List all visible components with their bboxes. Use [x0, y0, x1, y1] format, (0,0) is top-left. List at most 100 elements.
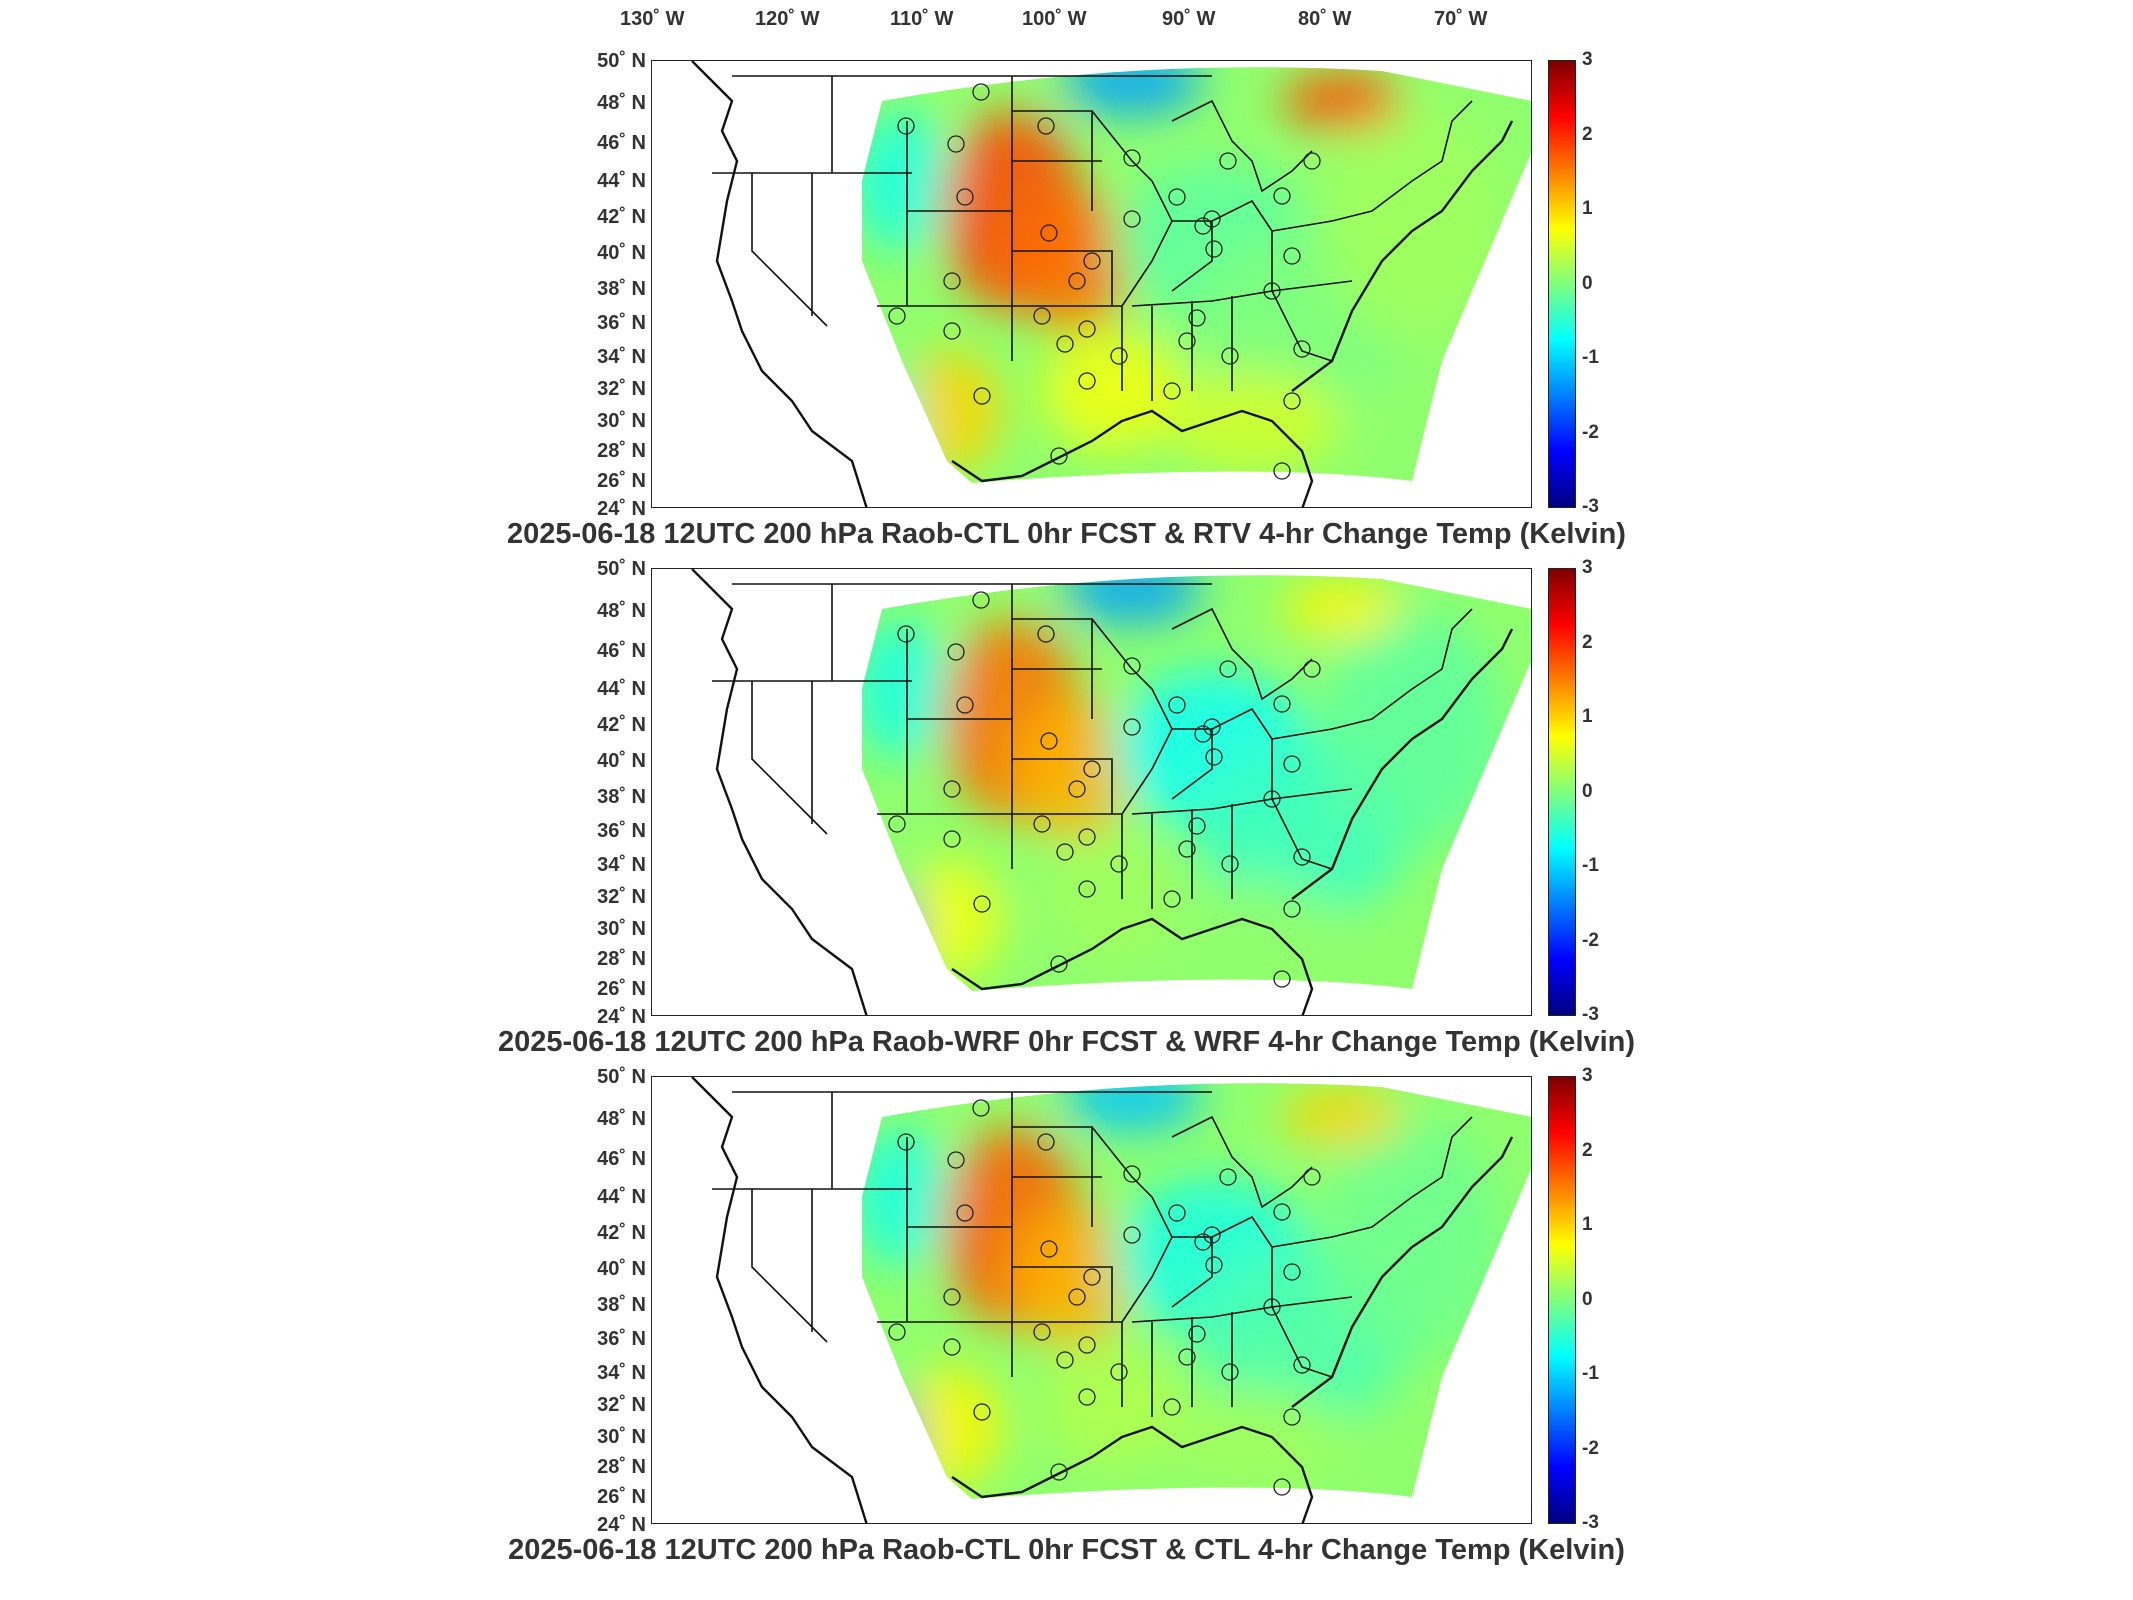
- raob-station-marker[interactable]: [943, 1288, 961, 1306]
- raob-station-marker[interactable]: [1283, 755, 1301, 773]
- raob-station-marker[interactable]: [1205, 240, 1223, 258]
- raob-station-marker[interactable]: [973, 387, 991, 405]
- raob-station-marker[interactable]: [1050, 955, 1068, 973]
- raob-station-marker[interactable]: [888, 815, 906, 833]
- raob-station-marker[interactable]: [1033, 815, 1051, 833]
- raob-station-marker[interactable]: [888, 307, 906, 325]
- raob-station-marker[interactable]: [972, 83, 990, 101]
- raob-station-marker[interactable]: [1037, 1133, 1055, 1151]
- raob-station-marker[interactable]: [1293, 848, 1311, 866]
- raob-station-marker[interactable]: [1123, 1226, 1141, 1244]
- raob-station-marker[interactable]: [1273, 1203, 1291, 1221]
- raob-station-marker[interactable]: [1050, 447, 1068, 465]
- raob-station-marker[interactable]: [1168, 696, 1186, 714]
- raob-station-marker[interactable]: [947, 643, 965, 661]
- raob-station-marker[interactable]: [1163, 890, 1181, 908]
- map-frame[interactable]: [651, 1076, 1532, 1524]
- raob-station-marker[interactable]: [1037, 117, 1055, 135]
- raob-station-marker[interactable]: [1033, 307, 1051, 325]
- raob-station-marker[interactable]: [1221, 1363, 1239, 1381]
- raob-station-marker[interactable]: [1273, 462, 1291, 480]
- raob-station-marker[interactable]: [1273, 1478, 1291, 1496]
- raob-station-marker[interactable]: [1178, 332, 1196, 350]
- raob-station-marker[interactable]: [1040, 732, 1058, 750]
- raob-station-marker[interactable]: [1203, 1226, 1221, 1244]
- raob-station-marker[interactable]: [956, 188, 974, 206]
- raob-station-marker[interactable]: [1056, 1351, 1074, 1369]
- raob-station-marker[interactable]: [1263, 1298, 1281, 1316]
- raob-station-marker[interactable]: [1083, 252, 1101, 270]
- raob-station-marker[interactable]: [1194, 217, 1212, 235]
- raob-station-marker[interactable]: [943, 780, 961, 798]
- raob-station-marker[interactable]: [1283, 1263, 1301, 1281]
- raob-station-marker[interactable]: [1283, 392, 1301, 410]
- raob-station-marker[interactable]: [1123, 210, 1141, 228]
- raob-station-marker[interactable]: [1123, 657, 1141, 675]
- raob-station-marker[interactable]: [1163, 382, 1181, 400]
- raob-station-marker[interactable]: [1068, 780, 1086, 798]
- raob-station-marker[interactable]: [1163, 1398, 1181, 1416]
- raob-station-marker[interactable]: [1123, 718, 1141, 736]
- raob-station-marker[interactable]: [943, 830, 961, 848]
- raob-station-marker[interactable]: [1273, 187, 1291, 205]
- raob-station-marker[interactable]: [888, 1323, 906, 1341]
- raob-station-marker[interactable]: [897, 1133, 915, 1151]
- raob-station-marker[interactable]: [972, 1099, 990, 1117]
- raob-station-marker[interactable]: [1194, 1233, 1212, 1251]
- map-frame[interactable]: [651, 60, 1532, 508]
- raob-station-marker[interactable]: [1110, 347, 1128, 365]
- raob-station-marker[interactable]: [1040, 1240, 1058, 1258]
- raob-station-marker[interactable]: [1068, 1288, 1086, 1306]
- raob-station-marker[interactable]: [956, 1204, 974, 1222]
- raob-station-marker[interactable]: [1303, 660, 1321, 678]
- raob-station-marker[interactable]: [1219, 660, 1237, 678]
- raob-station-marker[interactable]: [1303, 152, 1321, 170]
- raob-station-marker[interactable]: [943, 272, 961, 290]
- raob-station-marker[interactable]: [943, 322, 961, 340]
- raob-station-marker[interactable]: [1203, 718, 1221, 736]
- raob-station-marker[interactable]: [1056, 843, 1074, 861]
- raob-station-marker[interactable]: [1078, 1388, 1096, 1406]
- raob-station-marker[interactable]: [1178, 840, 1196, 858]
- raob-station-marker[interactable]: [1263, 790, 1281, 808]
- raob-station-marker[interactable]: [1050, 1463, 1068, 1481]
- raob-station-marker[interactable]: [1078, 320, 1096, 338]
- raob-station-marker[interactable]: [1078, 828, 1096, 846]
- raob-station-marker[interactable]: [1083, 1268, 1101, 1286]
- raob-station-marker[interactable]: [1168, 188, 1186, 206]
- raob-station-marker[interactable]: [1068, 272, 1086, 290]
- raob-station-marker[interactable]: [1040, 224, 1058, 242]
- raob-station-marker[interactable]: [973, 895, 991, 913]
- raob-station-marker[interactable]: [897, 625, 915, 643]
- raob-station-marker[interactable]: [956, 696, 974, 714]
- raob-station-marker[interactable]: [1283, 1408, 1301, 1426]
- raob-station-marker[interactable]: [1123, 149, 1141, 167]
- raob-station-marker[interactable]: [1078, 372, 1096, 390]
- map-frame[interactable]: [651, 568, 1532, 1016]
- raob-station-marker[interactable]: [1283, 900, 1301, 918]
- raob-station-marker[interactable]: [1221, 347, 1239, 365]
- raob-station-marker[interactable]: [1205, 748, 1223, 766]
- raob-station-marker[interactable]: [1083, 760, 1101, 778]
- raob-station-marker[interactable]: [1078, 880, 1096, 898]
- raob-station-marker[interactable]: [1273, 970, 1291, 988]
- raob-station-marker[interactable]: [1221, 855, 1239, 873]
- raob-station-marker[interactable]: [1037, 625, 1055, 643]
- raob-station-marker[interactable]: [1293, 340, 1311, 358]
- raob-station-marker[interactable]: [1078, 1336, 1096, 1354]
- raob-station-marker[interactable]: [897, 117, 915, 135]
- raob-station-marker[interactable]: [1123, 1165, 1141, 1183]
- raob-station-marker[interactable]: [947, 1151, 965, 1169]
- raob-station-marker[interactable]: [1205, 1256, 1223, 1274]
- raob-station-marker[interactable]: [1188, 817, 1206, 835]
- raob-station-marker[interactable]: [1178, 1348, 1196, 1366]
- raob-station-marker[interactable]: [947, 135, 965, 153]
- raob-station-marker[interactable]: [1203, 210, 1221, 228]
- raob-station-marker[interactable]: [972, 591, 990, 609]
- raob-station-marker[interactable]: [1263, 282, 1281, 300]
- raob-station-marker[interactable]: [973, 1403, 991, 1421]
- raob-station-marker[interactable]: [1303, 1168, 1321, 1186]
- raob-station-marker[interactable]: [1194, 725, 1212, 743]
- raob-station-marker[interactable]: [1219, 1168, 1237, 1186]
- raob-station-marker[interactable]: [1168, 1204, 1186, 1222]
